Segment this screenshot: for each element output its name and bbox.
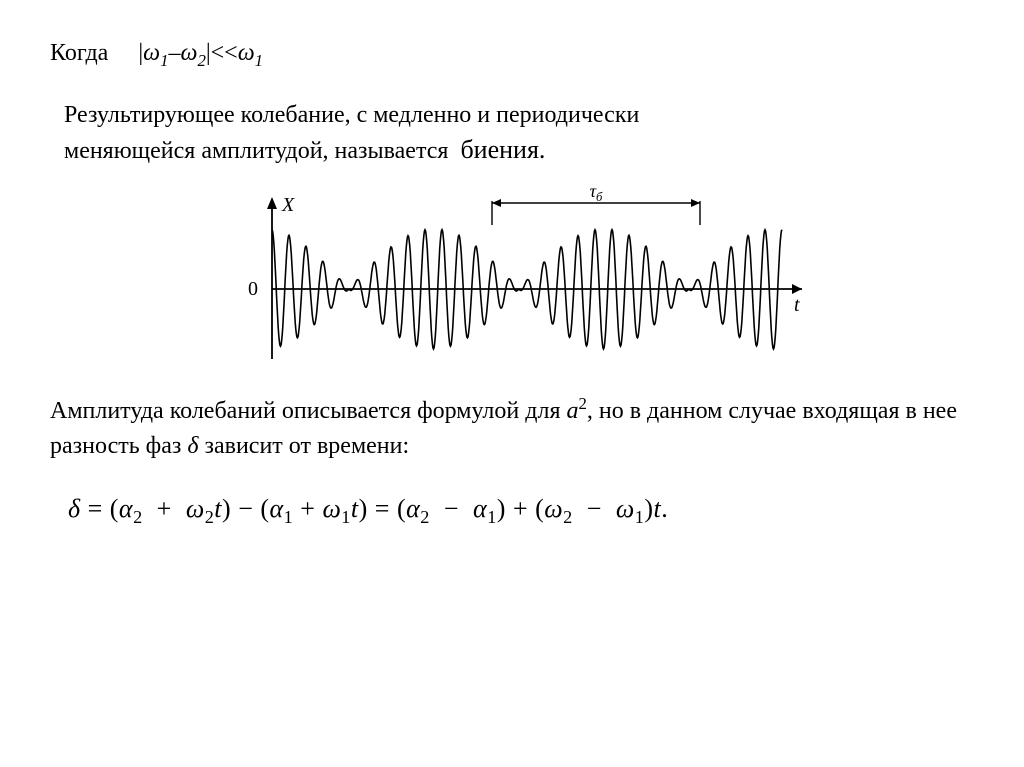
condition-expression: |ω1–ω2|<<ω1 [138, 40, 263, 66]
beats-diagram-container: τб X 0 t [50, 179, 974, 374]
definition-text-a: Результирующее колебание, с медленно и п… [64, 102, 639, 128]
definition-term: биения. [460, 135, 545, 164]
condition-word: Когда [50, 40, 108, 66]
condition-line: Когда |ω1–ω2|<<ω1 [50, 40, 974, 71]
beats-diagram: τб X 0 t [202, 179, 822, 369]
amplitude-paragraph: Амплитуда колебаний описывается формулой… [50, 392, 974, 464]
svg-text:t: t [794, 294, 800, 316]
definition-text-b: меняющейся амплитудой, называется [64, 138, 448, 164]
svg-text:τб: τб [590, 181, 603, 204]
phase-formula: δ = (α2 + ω2t) − (α1 + ω1t) = (α2 − α1) … [68, 494, 974, 528]
definition-paragraph: Результирующее колебание, с медленно и п… [64, 99, 974, 169]
svg-text:X: X [281, 194, 295, 216]
svg-text:0: 0 [248, 278, 258, 300]
